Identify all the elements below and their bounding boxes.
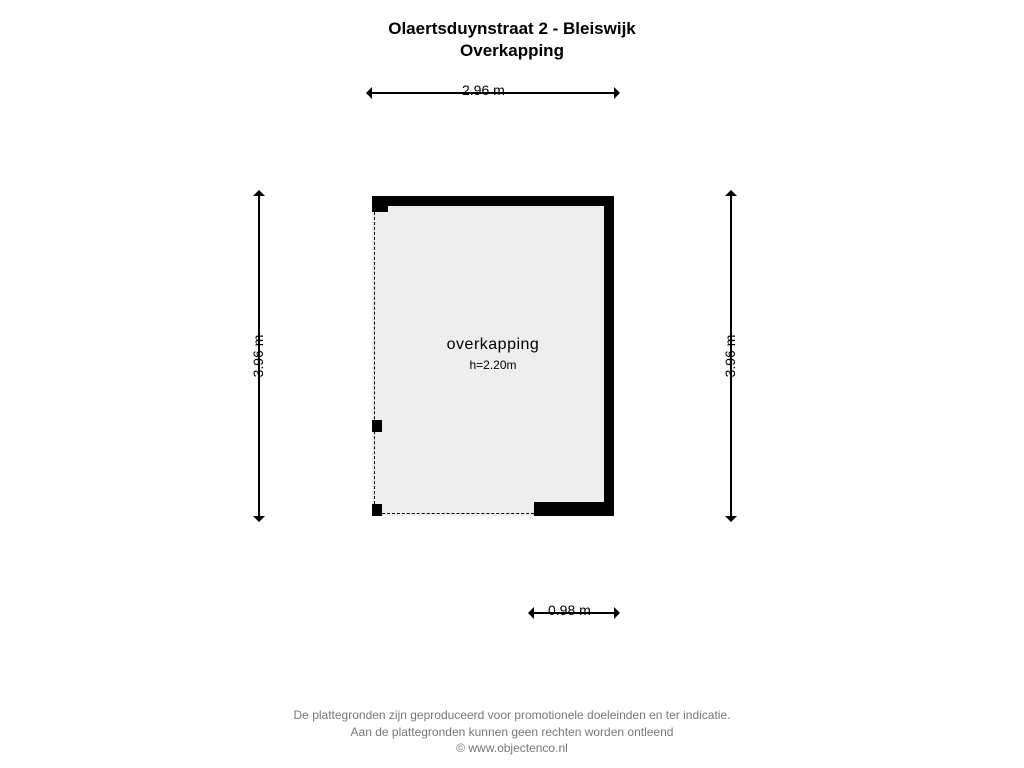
dim-right-arrow-down <box>725 516 737 522</box>
dim-top-arrow-left <box>366 87 372 99</box>
dashed-edge-1 <box>382 513 534 514</box>
pillar-2 <box>372 504 382 516</box>
footer-line-1: De plattegronden zijn geproduceerd voor … <box>0 707 1024 723</box>
dim-left-arrow-up <box>253 190 265 196</box>
room-label: overkapping h=2.20m <box>372 336 614 372</box>
dim-right-label: 3.96 m <box>722 326 738 386</box>
dim-bottom-right-label: 0.98 m <box>548 602 591 618</box>
dim-top-arrow-right <box>614 87 620 99</box>
wall-2 <box>534 502 614 516</box>
room-height: h=2.20m <box>372 358 614 372</box>
dim-bottom-right-arrow-left <box>528 607 534 619</box>
dim-top-label: 2.96 m <box>462 82 505 98</box>
room-name: overkapping <box>372 336 614 354</box>
wall-0 <box>372 196 614 206</box>
pillar-0 <box>372 196 388 212</box>
dim-left-label: 3.96 m <box>250 326 266 386</box>
footer-line-2: Aan de plattegronden kunnen geen rechten… <box>0 724 1024 740</box>
footer-block: De plattegronden zijn geproduceerd voor … <box>0 707 1024 756</box>
dim-left-arrow-down <box>253 516 265 522</box>
dim-bottom-right-arrow-right <box>614 607 620 619</box>
dim-right-arrow-up <box>725 190 737 196</box>
pillar-1 <box>372 420 382 432</box>
footer-line-3: © www.objectenco.nl <box>0 740 1024 756</box>
floorplan-canvas: overkapping h=2.20m 2.96 m 0.98 m 3.96 m 3.96… <box>0 0 1024 768</box>
